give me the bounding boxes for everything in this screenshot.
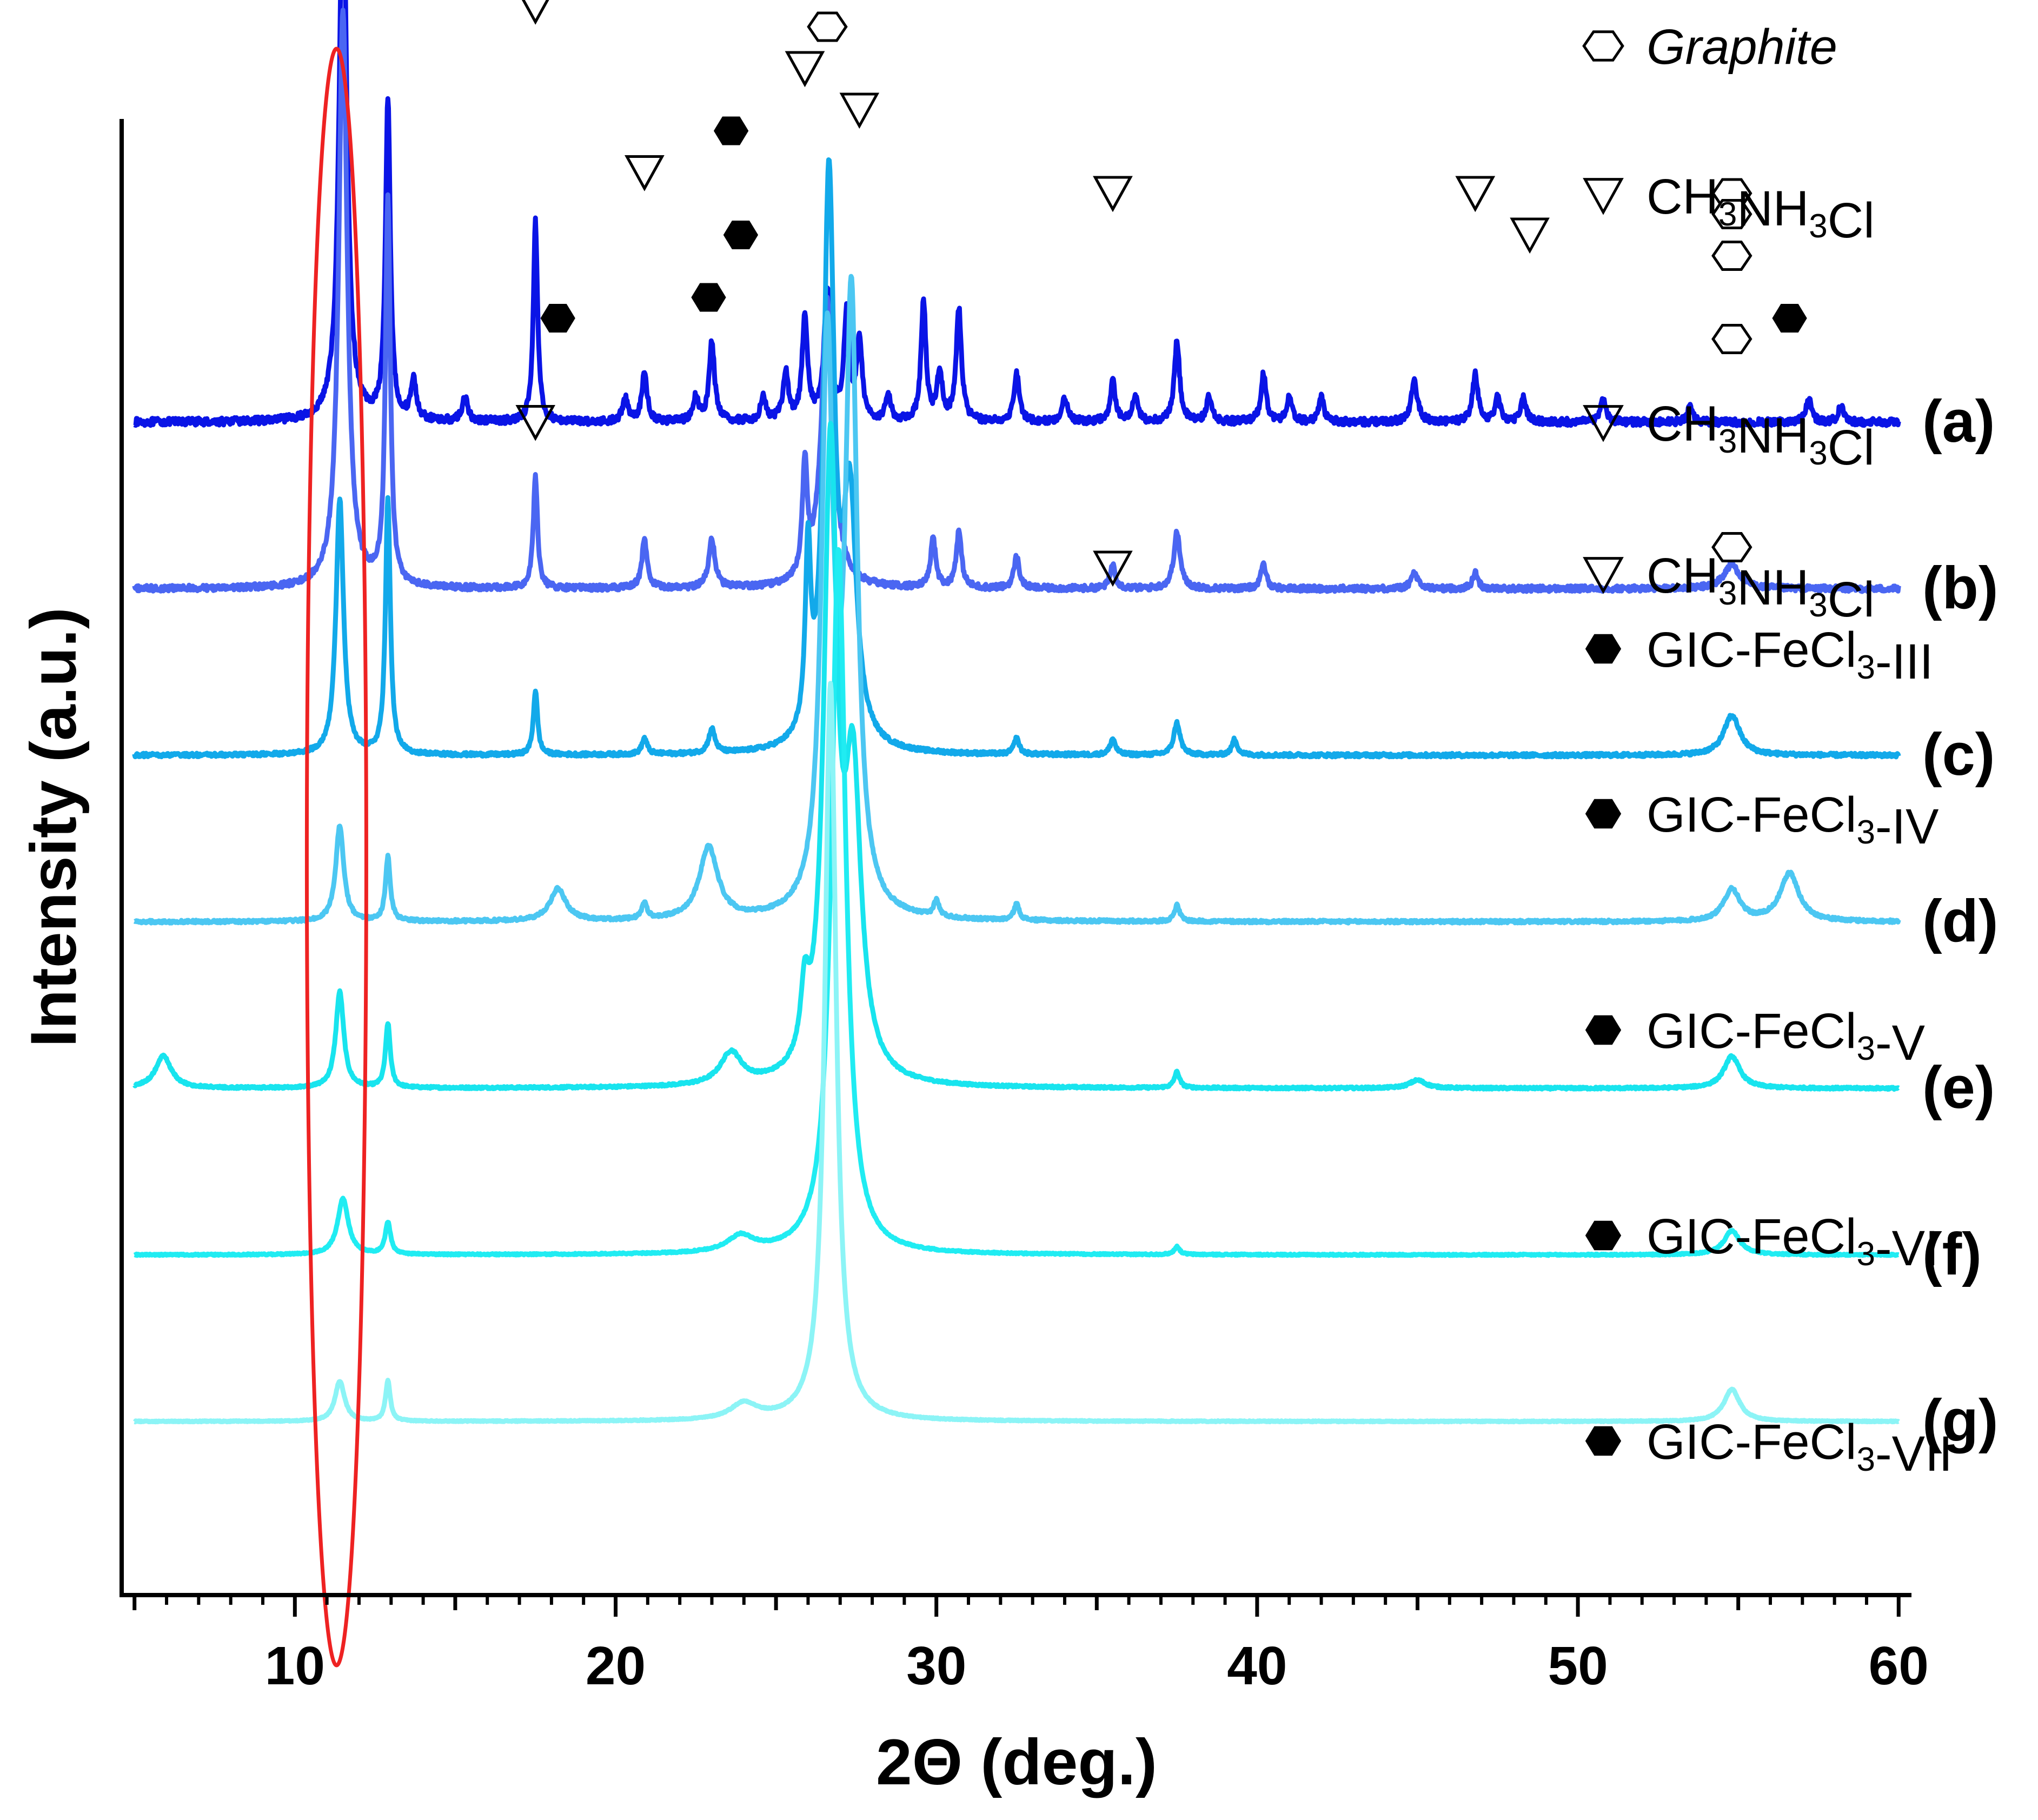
series-d-curve (132, 274, 1901, 926)
open-hexagon-marker-icon (807, 11, 848, 42)
legend-label: CH3NH3Cl (1647, 548, 1875, 627)
triangle-marker-icon (1510, 217, 1550, 254)
filled-hexagon-legend-icon (1585, 634, 1622, 664)
series-label-a: (a) (1922, 388, 1995, 455)
legend-label: CH3NH3Cl (1647, 169, 1875, 248)
filled-hexagon-marker-icon (713, 116, 749, 145)
filled-hexagon-legend-icon (1585, 1426, 1622, 1456)
highlight-ellipse (304, 47, 368, 1668)
filled-hexagon-marker-icon (691, 283, 726, 312)
series-labels: (a) (b) (c) (d) (e) (f) (g) (1922, 388, 1998, 1454)
x-tick-label: 60 (1869, 1636, 1929, 1696)
triangle-marker-icon (625, 155, 665, 191)
legend-label: Graphite (1647, 19, 1837, 75)
x-tick-label: 10 (265, 1636, 325, 1696)
triangle-legend-icon (1583, 557, 1624, 594)
series-curves (132, 0, 1901, 1425)
series-e-curve (132, 421, 1901, 1092)
triangle-marker-icon (839, 92, 880, 129)
triangle-marker-icon (515, 405, 556, 441)
legend-label: GIC-FeCl3-IV (1647, 787, 1939, 854)
filled-hexagon-legend-icon (1585, 799, 1622, 829)
series-label-g: (g) (1922, 1387, 1998, 1454)
series-label-b: (b) (1922, 555, 1998, 621)
triangle-marker-icon (1093, 550, 1133, 587)
open-hexagon-legend-icon (1582, 30, 1624, 62)
series-a-curve (132, 0, 1901, 428)
x-tick-label: 30 (906, 1636, 966, 1696)
x-tick-label: 40 (1227, 1636, 1287, 1696)
triangle-legend-icon (1583, 405, 1624, 442)
open-hexagon-marker-icon (1711, 324, 1752, 354)
filled-hexagon-marker-icon (540, 304, 575, 333)
open-hexagon-marker-icon (1711, 199, 1752, 229)
highlight-region (304, 47, 368, 1668)
open-hexagon-marker-icon (1711, 532, 1752, 562)
filled-hexagon-marker-icon (723, 221, 759, 249)
legend-annotations: GraphiteCH3NH3ClCH3NH3ClCH3NH3ClGIC-FeCl… (1582, 19, 1953, 1482)
legend-label: GIC-FeCl3-VI (1647, 1209, 1939, 1276)
series-label-d: (d) (1922, 888, 1998, 954)
triangle-marker-icon (1093, 176, 1133, 212)
open-hexagon-marker-icon (1711, 241, 1752, 271)
triangle-marker-icon (1455, 176, 1496, 212)
x-tick-label: 20 (586, 1636, 646, 1696)
series-g-curve (132, 681, 1901, 1425)
y-axis-title: Intensity (a.u.) (17, 607, 90, 1047)
series-label-e: (e) (1922, 1054, 1995, 1121)
triangle-marker-icon (785, 51, 825, 88)
x-axis-title: 2Θ (deg.) (876, 1726, 1157, 1798)
legend-label: GIC-FeCl3-III (1647, 622, 1933, 689)
legend-label: GIC-FeCl3-V (1647, 1004, 1925, 1071)
legend-label: GIC-FeCl3-VII (1647, 1414, 1953, 1482)
filled-hexagon-marker-icon (1772, 304, 1807, 333)
x-tick-label: 50 (1548, 1636, 1608, 1696)
triangle-marker-icon (522, 0, 549, 25)
axes: 10 20 30 40 50 60 2Θ (deg.) Intensity (a.u.) (17, 119, 1929, 1798)
phase-markers (515, 0, 1807, 587)
legend-label: CH3NH3Cl (1647, 396, 1875, 475)
series-f-curve (132, 547, 1901, 1258)
filled-hexagon-legend-icon (1585, 1015, 1622, 1045)
series-label-f: (f) (1922, 1221, 1982, 1287)
series-c-curve (132, 157, 1901, 760)
triangle-legend-icon (1583, 178, 1624, 215)
series-label-c: (c) (1922, 721, 1995, 788)
filled-hexagon-legend-icon (1585, 1220, 1622, 1251)
